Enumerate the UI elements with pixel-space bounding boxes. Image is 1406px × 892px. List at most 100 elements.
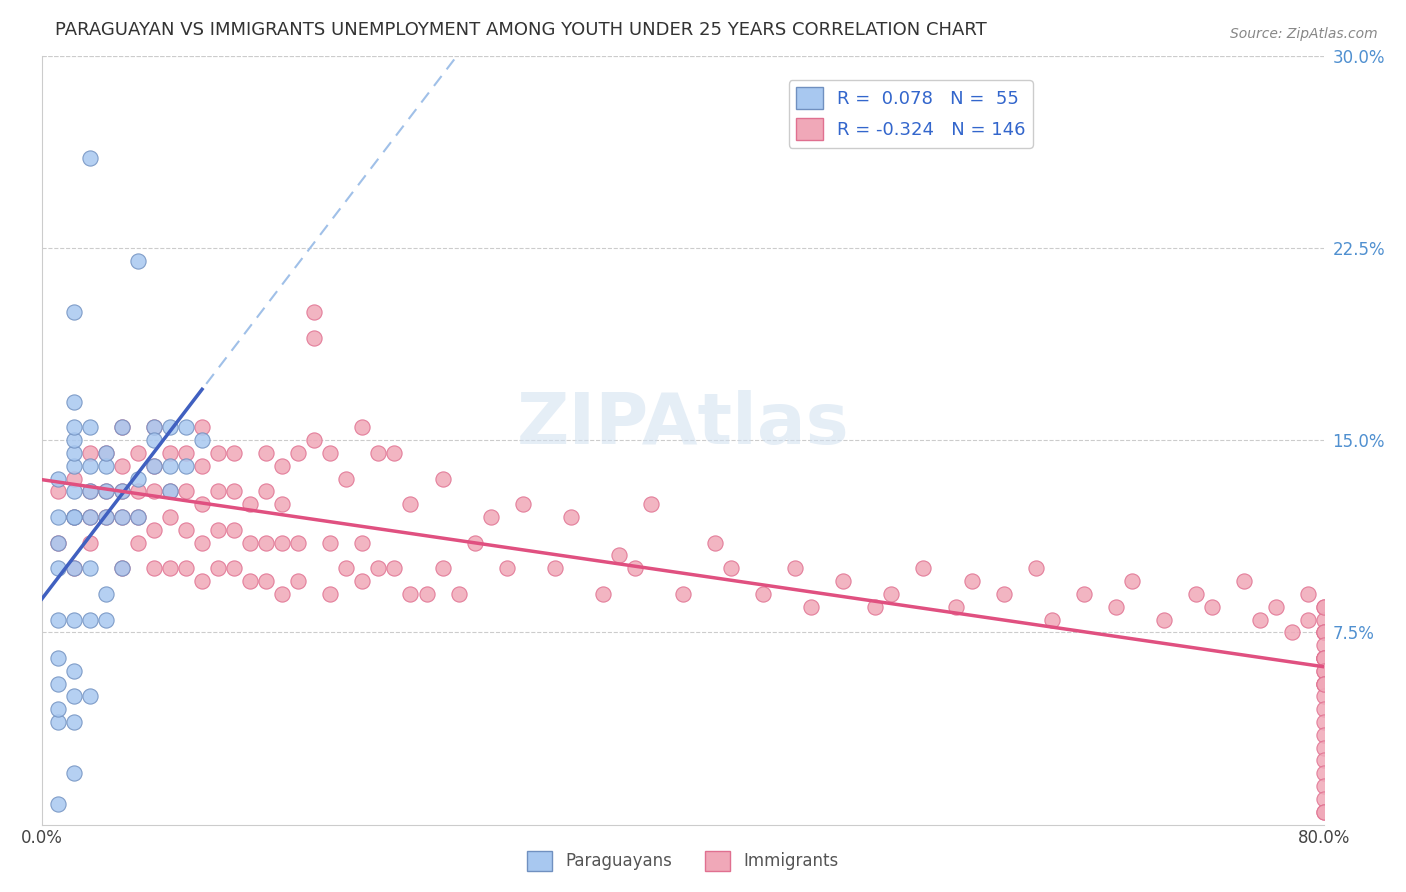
Immigrants	[254, 574, 277, 588]
Paraguayans	[174, 420, 197, 434]
Immigrants	[111, 484, 134, 499]
Immigrants	[1313, 690, 1336, 704]
Immigrants	[785, 561, 807, 575]
Immigrants	[159, 510, 181, 524]
Immigrants	[143, 523, 166, 537]
Immigrants	[224, 446, 246, 460]
Immigrants	[1313, 714, 1336, 729]
Paraguayans	[46, 471, 69, 485]
Immigrants	[271, 497, 294, 511]
Immigrants	[1313, 728, 1336, 742]
Immigrants	[1281, 625, 1303, 640]
Immigrants	[1313, 664, 1336, 678]
Immigrants	[191, 497, 214, 511]
Immigrants	[207, 484, 229, 499]
Paraguayans	[46, 613, 69, 627]
Immigrants	[704, 535, 727, 549]
Immigrants	[1313, 599, 1336, 614]
Immigrants	[224, 484, 246, 499]
Immigrants	[254, 535, 277, 549]
Paraguayans	[94, 484, 117, 499]
Paraguayans	[46, 714, 69, 729]
Paraguayans	[143, 433, 166, 447]
Immigrants	[432, 471, 454, 485]
Immigrants	[111, 458, 134, 473]
Text: Source: ZipAtlas.com: Source: ZipAtlas.com	[1230, 27, 1378, 41]
Immigrants	[912, 561, 935, 575]
Immigrants	[1313, 805, 1336, 819]
Immigrants	[1296, 613, 1319, 627]
Immigrants	[1313, 625, 1336, 640]
Text: ZIPAtlas: ZIPAtlas	[516, 390, 849, 459]
Paraguayans	[63, 664, 86, 678]
Immigrants	[239, 535, 262, 549]
Paraguayans	[94, 510, 117, 524]
Immigrants	[352, 535, 374, 549]
Immigrants	[79, 446, 101, 460]
Immigrants	[239, 497, 262, 511]
Paraguayans	[143, 458, 166, 473]
Immigrants	[111, 420, 134, 434]
Paraguayans	[46, 702, 69, 716]
Paraguayans	[63, 433, 86, 447]
Paraguayans	[127, 471, 149, 485]
Immigrants	[143, 484, 166, 499]
Paraguayans	[79, 690, 101, 704]
Paraguayans	[63, 613, 86, 627]
Immigrants	[1153, 613, 1175, 627]
Immigrants	[1313, 754, 1336, 768]
Immigrants	[399, 497, 422, 511]
Paraguayans	[94, 458, 117, 473]
Immigrants	[1313, 638, 1336, 652]
Immigrants	[159, 446, 181, 460]
Immigrants	[254, 484, 277, 499]
Immigrants	[111, 510, 134, 524]
Immigrants	[624, 561, 647, 575]
Immigrants	[319, 446, 342, 460]
Immigrants	[560, 510, 582, 524]
Paraguayans	[111, 420, 134, 434]
Immigrants	[1201, 599, 1223, 614]
Immigrants	[127, 484, 149, 499]
Immigrants	[415, 587, 437, 601]
Immigrants	[239, 574, 262, 588]
Paraguayans	[79, 151, 101, 165]
Immigrants	[1313, 676, 1336, 690]
Immigrants	[479, 510, 502, 524]
Paraguayans	[94, 613, 117, 627]
Paraguayans	[46, 797, 69, 811]
Immigrants	[993, 587, 1015, 601]
Immigrants	[1313, 676, 1336, 690]
Immigrants	[174, 484, 197, 499]
Paraguayans	[94, 446, 117, 460]
Immigrants	[207, 561, 229, 575]
Immigrants	[399, 587, 422, 601]
Immigrants	[63, 561, 86, 575]
Paraguayans	[127, 253, 149, 268]
Paraguayans	[63, 458, 86, 473]
Immigrants	[352, 574, 374, 588]
Paraguayans	[63, 510, 86, 524]
Immigrants	[174, 446, 197, 460]
Legend: Paraguayans, Immigrants: Paraguayans, Immigrants	[520, 844, 846, 878]
Immigrants	[1313, 779, 1336, 793]
Immigrants	[271, 587, 294, 601]
Immigrants	[94, 446, 117, 460]
Paraguayans	[79, 613, 101, 627]
Paraguayans	[63, 561, 86, 575]
Immigrants	[512, 497, 534, 511]
Paraguayans	[63, 690, 86, 704]
Immigrants	[335, 471, 357, 485]
Immigrants	[495, 561, 517, 575]
Paraguayans	[46, 561, 69, 575]
Immigrants	[1313, 651, 1336, 665]
Immigrants	[79, 535, 101, 549]
Paraguayans	[63, 510, 86, 524]
Paraguayans	[127, 510, 149, 524]
Immigrants	[287, 446, 309, 460]
Immigrants	[720, 561, 742, 575]
Paraguayans	[63, 305, 86, 319]
Immigrants	[945, 599, 967, 614]
Immigrants	[672, 587, 695, 601]
Immigrants	[592, 587, 614, 601]
